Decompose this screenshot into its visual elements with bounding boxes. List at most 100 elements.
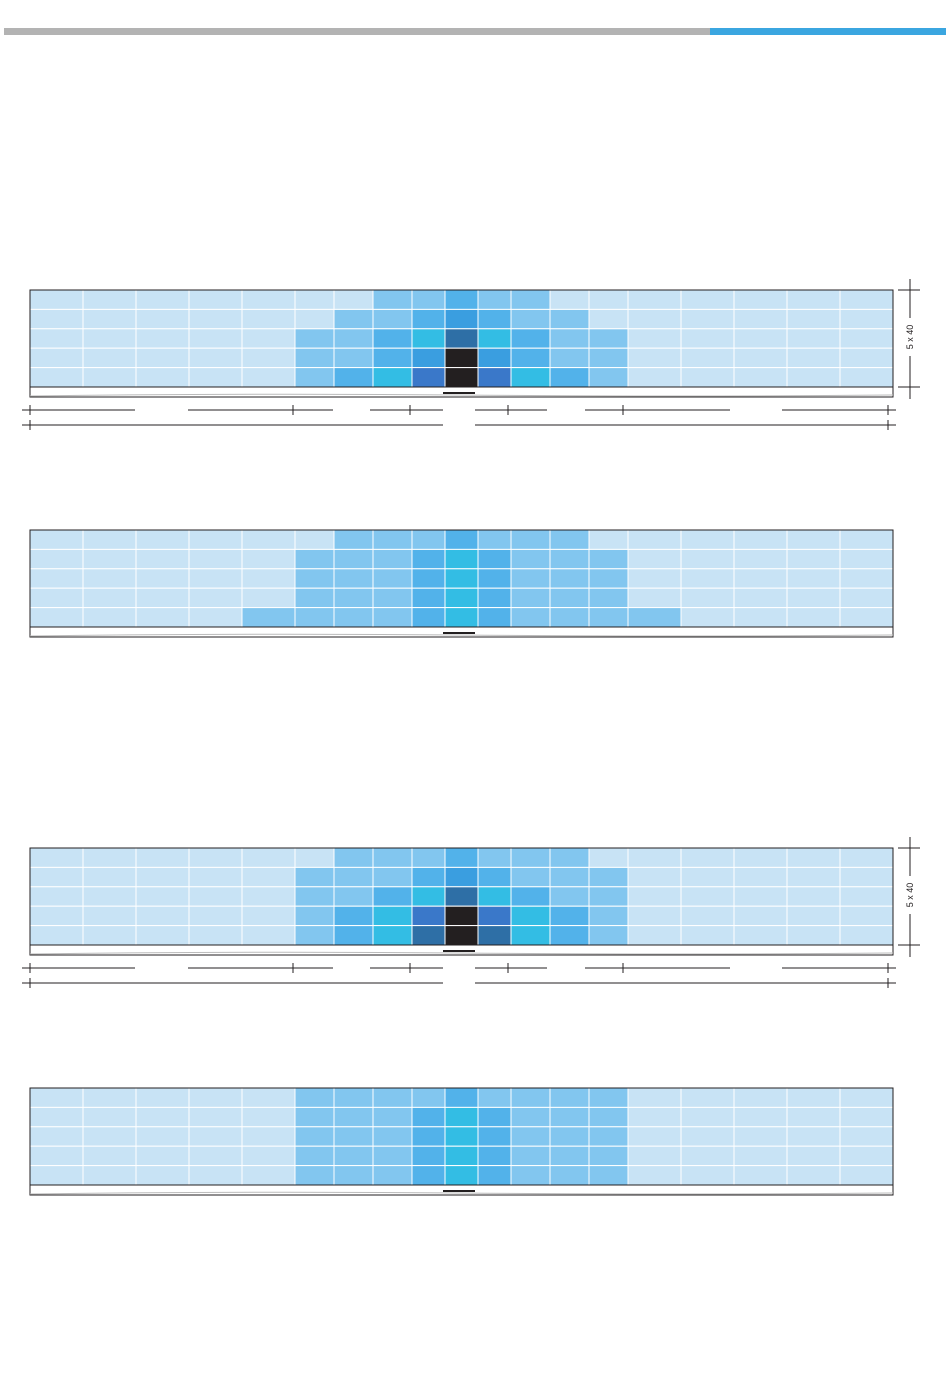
- grid-cell: [333, 529, 374, 550]
- grid-cell: [839, 847, 894, 868]
- grid-cell: [241, 866, 296, 888]
- grid-cell: [786, 328, 841, 349]
- grid-cell: [411, 847, 446, 868]
- grid-cell: [241, 548, 296, 570]
- grid-cell: [549, 925, 590, 946]
- grid-cell: [733, 1106, 788, 1128]
- grid-cell: [588, 289, 629, 310]
- grid-cell: [588, 847, 629, 868]
- grid-cell: [333, 568, 374, 589]
- lighting-grid-svg: 5 x 40: [22, 837, 920, 988]
- grid-cell: [588, 607, 629, 628]
- grid-cell: [733, 905, 788, 927]
- grid-cell: [333, 1106, 374, 1128]
- grid-cell: [588, 866, 629, 888]
- grid-cell: [333, 847, 374, 868]
- grid-cell: [627, 847, 682, 868]
- grid-cell: [29, 905, 84, 927]
- grid-cell: [411, 607, 446, 628]
- grid-cell: [477, 607, 512, 628]
- grid-cell: [477, 529, 512, 550]
- grid-cell: [372, 886, 413, 907]
- grid-cell: [839, 587, 894, 609]
- grid-cell: [588, 905, 629, 927]
- grid-cell: [786, 925, 841, 946]
- grid-cell: [29, 289, 84, 310]
- grid-cell: [333, 308, 374, 330]
- grid-cell: [680, 587, 735, 609]
- grid-cell: [29, 847, 84, 868]
- grid-cell: [294, 905, 335, 927]
- grid-cell: [477, 866, 512, 888]
- grid-cell: [588, 1126, 629, 1147]
- grid-cell: [372, 847, 413, 868]
- grid-cell: [241, 308, 296, 330]
- dimension-label: 5 x 40: [905, 883, 915, 908]
- grid-cell: [549, 347, 590, 369]
- grid-cell: [680, 925, 735, 946]
- grid-cell: [549, 568, 590, 589]
- grid-cell: [786, 308, 841, 330]
- lighting-grid-svg: 5 x 40: [22, 279, 920, 430]
- grid-cell: [733, 548, 788, 570]
- grid-cell: [549, 1106, 590, 1128]
- grid-cell: [29, 587, 84, 609]
- grid-cell: [411, 886, 446, 907]
- grid-cell: [444, 289, 479, 310]
- grid-cell: [733, 1165, 788, 1186]
- grid-cell: [477, 568, 512, 589]
- grid-cell: [188, 1087, 243, 1108]
- grid-cell: [733, 367, 788, 388]
- grid-cell: [411, 905, 446, 927]
- grid-cell: [733, 347, 788, 369]
- grid-cell: [372, 1106, 413, 1128]
- grid-cell: [241, 347, 296, 369]
- grid-cell: [839, 548, 894, 570]
- grid-cell: [372, 1145, 413, 1167]
- grid-cell: [839, 866, 894, 888]
- grid-cell: [733, 289, 788, 310]
- grid-cell: [839, 529, 894, 550]
- grid-cell: [411, 925, 446, 946]
- grid-cell: [411, 548, 446, 570]
- grid-cell: [29, 1165, 84, 1186]
- grid-cell: [294, 289, 335, 310]
- road-edge-line: [29, 1191, 894, 1195]
- grid-cell: [333, 925, 374, 946]
- grid-cell: [294, 1106, 335, 1128]
- grid-cell: [188, 587, 243, 609]
- grid-cell: [477, 925, 512, 946]
- grid-cell: [680, 866, 735, 888]
- grid-cell: [549, 289, 590, 310]
- grid-cell: [241, 847, 296, 868]
- grid-cell: [477, 347, 512, 369]
- grid-cell: [510, 308, 551, 330]
- grid-cell: [82, 886, 137, 907]
- grid-cell: [510, 529, 551, 550]
- grid-cell: [411, 1145, 446, 1167]
- grid-cell: [135, 289, 190, 310]
- grid-cell: [588, 347, 629, 369]
- grid-cell: [627, 1106, 682, 1128]
- grid-cell: [372, 607, 413, 628]
- grid-cell: [549, 1087, 590, 1108]
- grid-cell: [786, 548, 841, 570]
- grid-cell: [510, 1165, 551, 1186]
- grid-cell: [510, 548, 551, 570]
- grid-cell: [188, 866, 243, 888]
- grid-cell: [549, 328, 590, 349]
- grid-cell: [627, 529, 682, 550]
- grid-cell: [588, 1165, 629, 1186]
- grid-cell: [510, 367, 551, 388]
- grid-cell: [477, 905, 512, 927]
- grid-cell: [241, 607, 296, 628]
- grid-cell: [241, 367, 296, 388]
- grid-outline: [29, 1087, 894, 1196]
- grid-cell: [29, 367, 84, 388]
- grid-cell: [294, 1165, 335, 1186]
- grid-cell: [680, 847, 735, 868]
- grid-cell: [786, 367, 841, 388]
- grid-cell: [135, 925, 190, 946]
- grid-cell: [241, 1165, 296, 1186]
- grid-cell: [627, 1126, 682, 1147]
